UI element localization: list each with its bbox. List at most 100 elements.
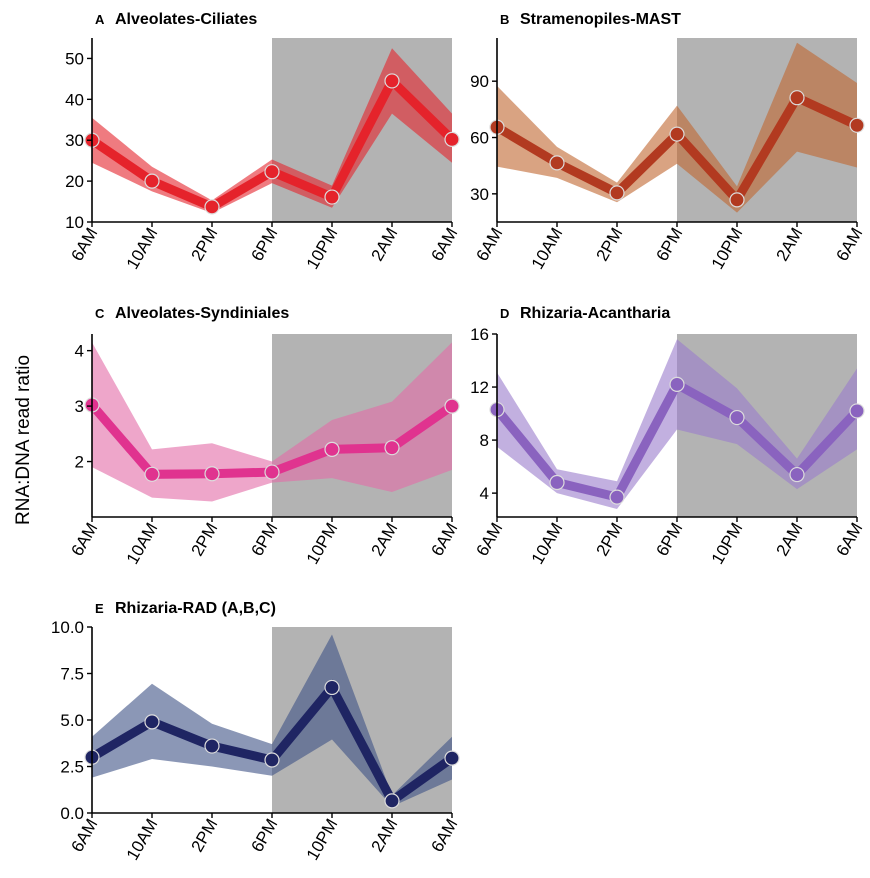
x-tick-label: 2PM	[188, 225, 222, 265]
panel-c: C Alveolates-Syndiniales 2 3 4 6AM 10AM 2PM 6PM 1…	[68, 305, 462, 567]
x-tick-label: 2PM	[188, 816, 222, 856]
x-tick-label: 6PM	[653, 520, 687, 560]
x-tick-label: 10PM	[303, 520, 342, 568]
data-point	[324, 441, 340, 457]
panel-title: Alveolates-Ciliates	[115, 11, 257, 28]
data-point	[144, 466, 160, 482]
confidence-band	[92, 48, 452, 213]
panel-letter: E	[95, 601, 104, 616]
data-point	[384, 73, 400, 89]
data-point	[264, 164, 280, 180]
y-tick-label: 4	[480, 484, 489, 503]
confidence-band	[92, 634, 452, 807]
data-point	[264, 464, 280, 480]
y-tick-label: 8	[480, 431, 489, 450]
y-axis-label: RNA:DNA read ratio	[13, 355, 34, 525]
panel-title: Rhizaria-Acantharia	[520, 305, 670, 322]
data-point	[609, 185, 625, 201]
data-point	[669, 376, 685, 392]
data-point	[669, 126, 685, 142]
y-tick-label: 40	[65, 90, 84, 109]
x-tick-label: 6AM	[428, 225, 462, 265]
x-tick-label: 6AM	[428, 816, 462, 856]
x-tick-label: 2AM	[368, 225, 402, 265]
x-tick-label: 2AM	[368, 816, 402, 856]
y-tick-label: 12	[470, 378, 489, 397]
confidence-band	[497, 339, 857, 510]
data-point	[384, 793, 400, 809]
data-point	[444, 398, 460, 414]
y-tick-label: 4	[75, 342, 84, 361]
data-point	[789, 466, 805, 483]
data-point	[324, 679, 340, 696]
data-point	[384, 440, 400, 456]
x-tick-label: 6AM	[68, 520, 102, 560]
x-tick-label: 6PM	[248, 520, 282, 560]
data-point	[204, 199, 220, 215]
data-point	[549, 155, 565, 171]
data-point	[204, 738, 220, 754]
x-tick-label: 10AM	[123, 225, 162, 273]
x-tick-label: 6PM	[653, 225, 687, 265]
panel-letter: D	[500, 306, 509, 321]
y-tick-label: 3	[75, 397, 84, 416]
data-point	[789, 90, 805, 106]
x-tick-label: 10PM	[708, 520, 747, 568]
y-tick-label: 2.5	[60, 758, 84, 777]
y-tick-label: 90	[470, 72, 489, 91]
data-point	[729, 409, 745, 426]
x-tick-label: 2PM	[593, 225, 627, 265]
data-point	[609, 489, 625, 505]
y-tick-label: 5.0	[60, 711, 84, 730]
x-tick-label: 2PM	[593, 520, 627, 560]
panel-title: Alveolates-Syndiniales	[115, 305, 289, 322]
x-tick-label: 10PM	[708, 225, 747, 273]
y-tick-label: 20	[65, 172, 84, 191]
x-tick-label: 6AM	[833, 225, 867, 265]
y-tick-label: 7.5	[60, 665, 84, 684]
y-tick-label: 10.0	[51, 618, 84, 637]
panel-e: E Rhizaria-RAD (A,B,C) 0.0 2.5 5.0 7.5 10.0 6AM…	[51, 600, 462, 863]
data-point	[549, 474, 565, 491]
y-tick-label: 30	[470, 185, 489, 204]
y-tick-label: 30	[65, 131, 84, 150]
x-tick-label: 10PM	[303, 225, 342, 273]
x-tick-label: 10PM	[303, 816, 342, 864]
x-tick-label: 6PM	[248, 816, 282, 856]
data-point	[144, 714, 160, 730]
y-tick-label: 16	[470, 325, 489, 344]
panel-title: Rhizaria-RAD (A,B,C)	[115, 600, 276, 617]
y-tick-label: 60	[470, 129, 489, 148]
y-tick-label: 2	[75, 453, 84, 472]
y-tick-label: 0.0	[60, 804, 84, 823]
x-tick-label: 10AM	[123, 520, 162, 568]
data-point	[204, 466, 220, 482]
panel-letter: C	[95, 306, 105, 321]
data-point	[849, 117, 865, 133]
data-point	[849, 403, 865, 419]
x-tick-label: 2AM	[773, 225, 807, 265]
y-tick-label: 10	[65, 213, 84, 232]
panel-a: A Alveolates-Ciliates 10 20 30 40 50 6AM 10AM 2PM…	[65, 11, 461, 272]
x-tick-label: 6PM	[248, 225, 282, 265]
x-tick-label: 10AM	[528, 520, 567, 568]
x-tick-label: 6AM	[473, 225, 507, 265]
x-tick-label: 6AM	[428, 520, 462, 560]
data-point	[444, 750, 460, 766]
x-tick-label: 2AM	[368, 520, 402, 560]
panel-d: D Rhizaria-Acantharia 4 8 12 16 6AM 10AM 2PM 6PM 1…	[470, 305, 866, 567]
x-tick-label: 6AM	[833, 520, 867, 560]
data-point	[264, 752, 280, 768]
x-tick-label: 10AM	[528, 225, 567, 273]
x-tick-label: 2AM	[773, 520, 807, 560]
x-tick-label: 2PM	[188, 520, 222, 560]
data-point	[444, 131, 460, 148]
confidence-band	[92, 342, 452, 502]
y-tick-label: 50	[65, 49, 84, 68]
data-point	[144, 173, 160, 189]
panel-b: B Stramenopiles-MAST 30 60 90 6AM 10AM 2PM 6PM 10…	[470, 11, 866, 272]
x-tick-label: 10AM	[123, 816, 162, 864]
x-tick-label: 6AM	[473, 520, 507, 560]
data-point	[729, 192, 745, 208]
